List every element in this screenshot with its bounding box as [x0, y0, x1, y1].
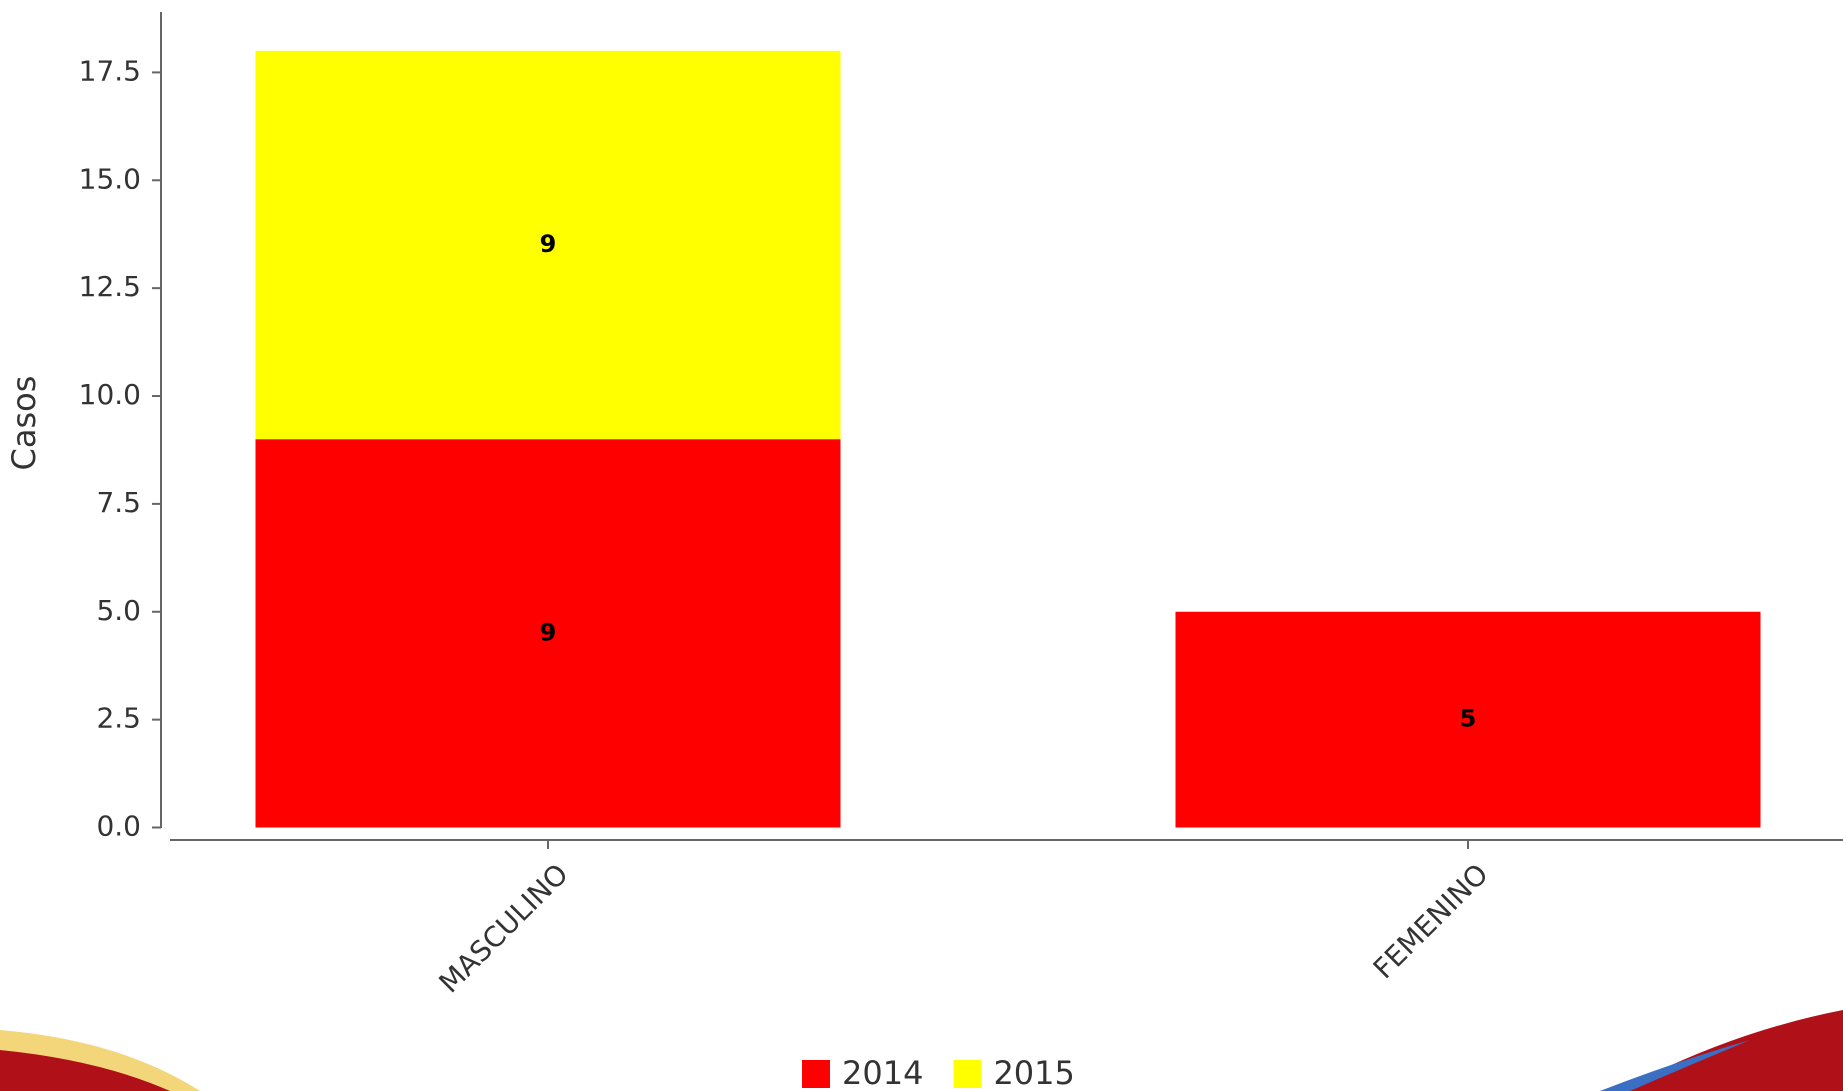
y-tick-label: 15.0 [79, 162, 141, 195]
decoration [1600, 1040, 1750, 1091]
legend-label: 2015 [993, 1054, 1074, 1091]
bar-value-label: 9 [540, 618, 557, 646]
y-tick-label: 7.5 [96, 486, 141, 519]
x-tick-label: MASCULINO [432, 857, 574, 999]
y-tick-label: 2.5 [96, 702, 141, 735]
y-tick-label: 0.0 [96, 810, 141, 843]
y-tick-label: 5.0 [96, 594, 141, 627]
y-tick-label: 17.5 [79, 54, 141, 87]
bar-value-label: 5 [1460, 705, 1477, 733]
legend-swatch [953, 1060, 982, 1088]
x-tick-label: FEMENINO [1367, 857, 1495, 985]
y-axis-label: Casos [5, 376, 43, 471]
legend-label: 2014 [842, 1054, 923, 1091]
bar-value-label: 9 [540, 230, 557, 258]
y-tick-label: 10.0 [79, 378, 141, 411]
bar [1175, 611, 1761, 828]
decoration [0, 1050, 170, 1091]
legend-swatch [802, 1060, 830, 1088]
y-tick-label: 12.5 [79, 270, 141, 303]
bar [255, 50, 841, 440]
bar [255, 439, 841, 828]
